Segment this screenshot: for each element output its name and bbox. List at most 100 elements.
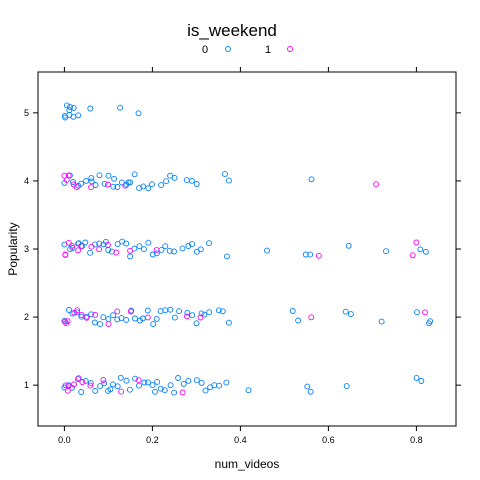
data-point-series-1 xyxy=(104,241,111,248)
data-point-series-1 xyxy=(184,313,190,320)
data-point-series-0 xyxy=(198,379,205,386)
legend-marker-1 xyxy=(287,46,293,52)
x-axis-label: num_videos xyxy=(215,457,280,471)
data-point-series-0 xyxy=(167,382,174,389)
data-point-series-0 xyxy=(110,381,116,388)
data-point-series-0 xyxy=(222,171,228,178)
data-point-series-0 xyxy=(162,307,169,314)
y-tick-label: 1 xyxy=(24,380,29,390)
data-point-series-0 xyxy=(140,246,147,253)
data-point-series-0 xyxy=(202,387,209,394)
data-point-series-0 xyxy=(75,112,82,119)
data-point-series-0 xyxy=(175,375,182,381)
data-point-series-1 xyxy=(105,321,112,328)
y-tick-label: 4 xyxy=(24,176,29,186)
data-point-series-0 xyxy=(110,312,117,319)
data-point-series-1 xyxy=(75,375,82,382)
data-point-series-0 xyxy=(117,104,124,111)
data-point-series-1 xyxy=(87,382,94,389)
data-point-series-0 xyxy=(88,311,95,318)
data-point-series-0 xyxy=(152,388,158,395)
data-point-series-1 xyxy=(308,314,315,321)
data-point-series-0 xyxy=(201,311,208,318)
data-point-series-0 xyxy=(82,377,89,384)
y-axis-label: Popularity xyxy=(6,222,20,275)
data-point-series-1 xyxy=(105,181,111,188)
data-point-series-1 xyxy=(100,377,107,383)
data-point-series-0 xyxy=(62,114,69,121)
data-point-series-0 xyxy=(105,172,112,179)
data-point-series-0 xyxy=(304,383,311,390)
data-point-series-1 xyxy=(73,184,80,191)
data-point-series-0 xyxy=(100,314,107,321)
data-point-series-0 xyxy=(223,253,230,260)
data-point-series-0 xyxy=(426,320,432,327)
data-point-series-0 xyxy=(171,314,178,321)
y-tick-label: 5 xyxy=(24,108,29,118)
data-point-series-0 xyxy=(157,385,164,392)
data-point-series-0 xyxy=(78,180,85,187)
data-point-series-0 xyxy=(417,246,424,253)
data-point-series-0 xyxy=(127,179,134,186)
data-point-series-0 xyxy=(114,383,121,390)
data-point-series-0 xyxy=(184,309,191,316)
data-point-series-0 xyxy=(161,387,168,394)
data-point-series-0 xyxy=(145,239,152,246)
data-point-series-0 xyxy=(295,317,302,324)
data-point-series-1 xyxy=(144,314,151,321)
data-point-series-0 xyxy=(225,177,232,184)
data-point-series-0 xyxy=(189,241,195,248)
data-point-series-0 xyxy=(206,240,212,247)
data-point-series-0 xyxy=(145,185,152,192)
data-point-series-1 xyxy=(118,388,125,395)
data-point-series-0 xyxy=(345,242,352,249)
data-point-series-1 xyxy=(135,377,142,384)
data-point-series-0 xyxy=(101,380,108,387)
data-point-series-0 xyxy=(63,102,70,109)
data-point-series-0 xyxy=(96,172,103,179)
y-tick-label: 2 xyxy=(24,312,29,322)
data-point-series-0 xyxy=(163,178,170,185)
data-point-series-1 xyxy=(74,307,81,314)
data-point-series-0 xyxy=(123,240,130,247)
data-point-series-0 xyxy=(223,379,230,386)
data-point-series-0 xyxy=(185,377,192,384)
data-point-series-0 xyxy=(198,310,205,317)
data-point-series-0 xyxy=(127,253,134,260)
data-point-series-0 xyxy=(110,183,117,190)
data-point-series-0 xyxy=(302,251,309,258)
data-point-series-1 xyxy=(96,246,103,253)
data-point-series-0 xyxy=(342,308,349,315)
data-point-series-0 xyxy=(67,104,74,111)
data-point-series-0 xyxy=(82,239,89,246)
data-point-series-0 xyxy=(126,386,133,393)
data-point-series-0 xyxy=(87,380,94,387)
data-point-series-1 xyxy=(413,239,420,246)
data-point-series-0 xyxy=(179,245,186,252)
chart-title: is_weekend xyxy=(187,21,277,40)
data-point-series-0 xyxy=(193,320,200,327)
data-point-series-1 xyxy=(373,181,380,188)
data-point-series-1 xyxy=(79,379,86,385)
data-point-series-1 xyxy=(114,308,121,315)
data-point-series-0 xyxy=(189,312,196,319)
data-point-series-0 xyxy=(108,248,115,255)
data-point-series-0 xyxy=(144,307,151,314)
data-point-series-0 xyxy=(418,378,425,384)
x-tick-label: 0.6 xyxy=(322,435,335,445)
data-point-series-0 xyxy=(347,311,354,318)
data-point-series-0 xyxy=(114,316,121,323)
data-point-series-0 xyxy=(132,315,138,322)
data-point-series-1 xyxy=(315,252,322,259)
x-tick-label: 0.0 xyxy=(58,435,71,445)
data-point-series-0 xyxy=(131,171,138,178)
data-point-series-0 xyxy=(211,382,218,389)
points-layer xyxy=(61,102,434,396)
data-point-series-0 xyxy=(111,175,118,182)
data-point-series-0 xyxy=(70,179,76,185)
data-point-series-0 xyxy=(96,240,103,247)
data-point-series-1 xyxy=(409,252,416,259)
plot-frame xyxy=(37,71,457,427)
data-point-series-0 xyxy=(141,379,148,386)
data-point-series-0 xyxy=(153,315,160,322)
